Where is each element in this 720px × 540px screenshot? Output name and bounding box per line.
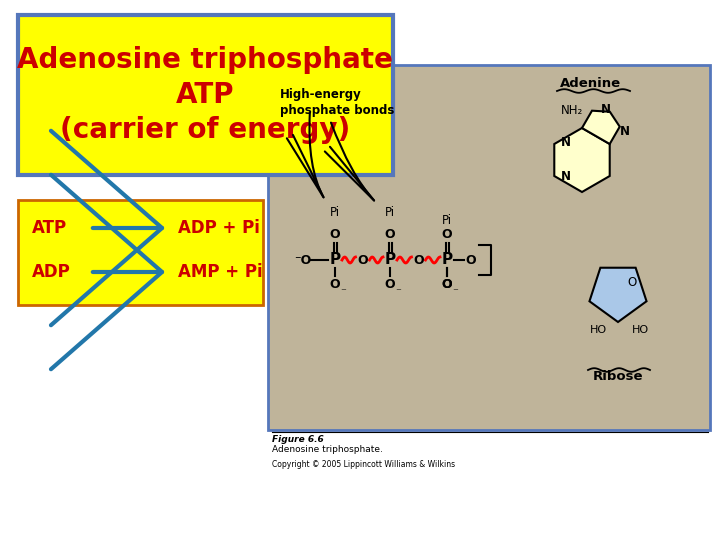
Text: ⁻O: ⁻O	[294, 253, 312, 267]
FancyBboxPatch shape	[268, 65, 710, 430]
Text: Adenine: Adenine	[559, 77, 621, 90]
Text: Adenosine triphosphate.: Adenosine triphosphate.	[272, 445, 383, 454]
Text: AMP + Pi: AMP + Pi	[178, 263, 263, 281]
FancyBboxPatch shape	[18, 200, 263, 305]
Text: P: P	[384, 253, 395, 267]
Text: ⁻: ⁻	[340, 287, 346, 297]
Text: ATP: ATP	[176, 81, 234, 109]
Polygon shape	[582, 111, 620, 144]
Text: O: O	[441, 228, 452, 241]
Text: ⁻: ⁻	[452, 287, 458, 297]
Text: (carrier of energy): (carrier of energy)	[60, 116, 350, 144]
Text: N: N	[620, 125, 630, 138]
Text: Pi: Pi	[385, 206, 395, 219]
Text: O: O	[330, 228, 341, 241]
Text: ATP: ATP	[32, 219, 67, 237]
Text: Ribose: Ribose	[593, 370, 643, 383]
Text: O: O	[330, 278, 341, 291]
Text: P: P	[330, 253, 341, 267]
Text: ADP: ADP	[32, 263, 71, 281]
Text: NH₂: NH₂	[561, 104, 583, 117]
Polygon shape	[590, 268, 647, 322]
Text: O: O	[441, 278, 452, 291]
Text: P: P	[441, 253, 453, 267]
Text: O: O	[384, 228, 395, 241]
Text: HO: HO	[631, 325, 649, 335]
Text: O: O	[441, 278, 452, 291]
Text: HO: HO	[590, 325, 606, 335]
Text: ⁻: ⁻	[395, 287, 401, 297]
Text: O: O	[413, 253, 424, 267]
Text: ADP + Pi: ADP + Pi	[178, 219, 260, 237]
Text: Figure 6.6: Figure 6.6	[272, 435, 324, 444]
Text: O: O	[627, 275, 636, 288]
Text: Pi: Pi	[330, 206, 340, 219]
Text: Adenosine triphosphate: Adenosine triphosphate	[17, 46, 393, 74]
FancyBboxPatch shape	[18, 15, 393, 175]
Text: N: N	[561, 171, 571, 184]
Text: O: O	[357, 253, 368, 267]
Text: N: N	[601, 103, 611, 116]
Polygon shape	[554, 128, 610, 192]
Text: O: O	[466, 253, 477, 267]
Text: High-energy
phosphate bonds: High-energy phosphate bonds	[280, 88, 395, 117]
Text: N: N	[561, 137, 571, 150]
Text: Copyright © 2005 Lippincott Williams & Wilkins: Copyright © 2005 Lippincott Williams & W…	[272, 460, 455, 469]
Text: Pi: Pi	[442, 213, 452, 226]
Text: O: O	[384, 278, 395, 291]
